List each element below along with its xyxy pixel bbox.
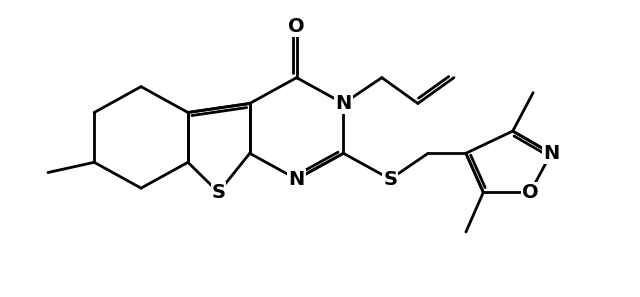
Text: S: S	[212, 183, 225, 202]
Text: N: N	[543, 144, 559, 163]
Text: N: N	[289, 170, 305, 189]
Text: O: O	[288, 17, 305, 36]
Text: O: O	[522, 183, 538, 202]
Text: S: S	[383, 170, 397, 189]
Text: N: N	[335, 94, 351, 113]
